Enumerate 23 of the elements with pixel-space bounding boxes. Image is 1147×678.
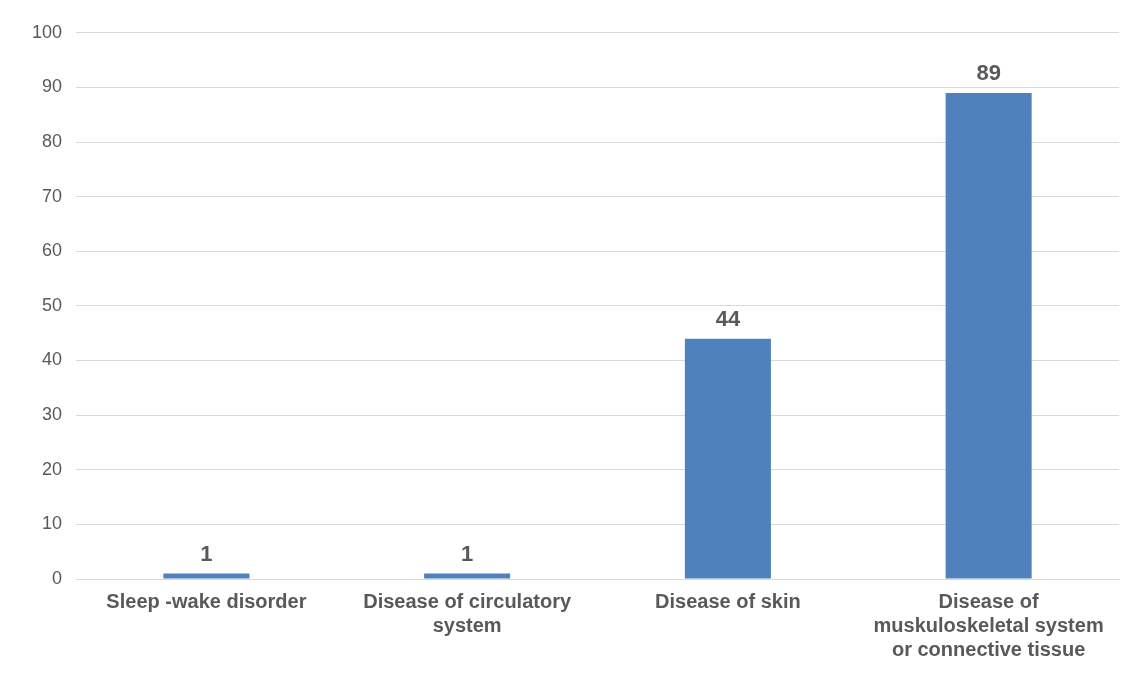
data-label: 1 — [461, 540, 474, 566]
y-tick-label: 20 — [42, 458, 63, 479]
bar — [945, 92, 1032, 579]
y-tick-label: 0 — [52, 567, 63, 588]
data-label: 44 — [715, 305, 741, 331]
y-tick-label: 90 — [42, 76, 63, 97]
y-tick-label: 80 — [42, 131, 63, 152]
y-tick-label: 10 — [42, 513, 63, 534]
x-tick-label: Disease of muskuloskeletal system or connective tissue — [873, 589, 1104, 660]
data-label: 89 — [976, 59, 1001, 85]
y-tick-label: 100 — [31, 21, 63, 42]
bar — [424, 573, 511, 579]
y-tick-label: 40 — [42, 349, 63, 370]
x-tick-label: Sleep -wake disorder — [106, 589, 307, 612]
y-tick-label: 70 — [42, 185, 63, 206]
y-tick-label: 60 — [42, 240, 63, 261]
y-tick-label: 30 — [42, 404, 63, 425]
x-tick-label: Disease of circulatory system — [363, 589, 572, 636]
bar — [684, 338, 771, 579]
data-label: 1 — [200, 540, 213, 566]
y-tick-label: 50 — [42, 294, 63, 315]
x-tick-label: Disease of skin — [655, 589, 801, 612]
bar — [163, 573, 250, 579]
